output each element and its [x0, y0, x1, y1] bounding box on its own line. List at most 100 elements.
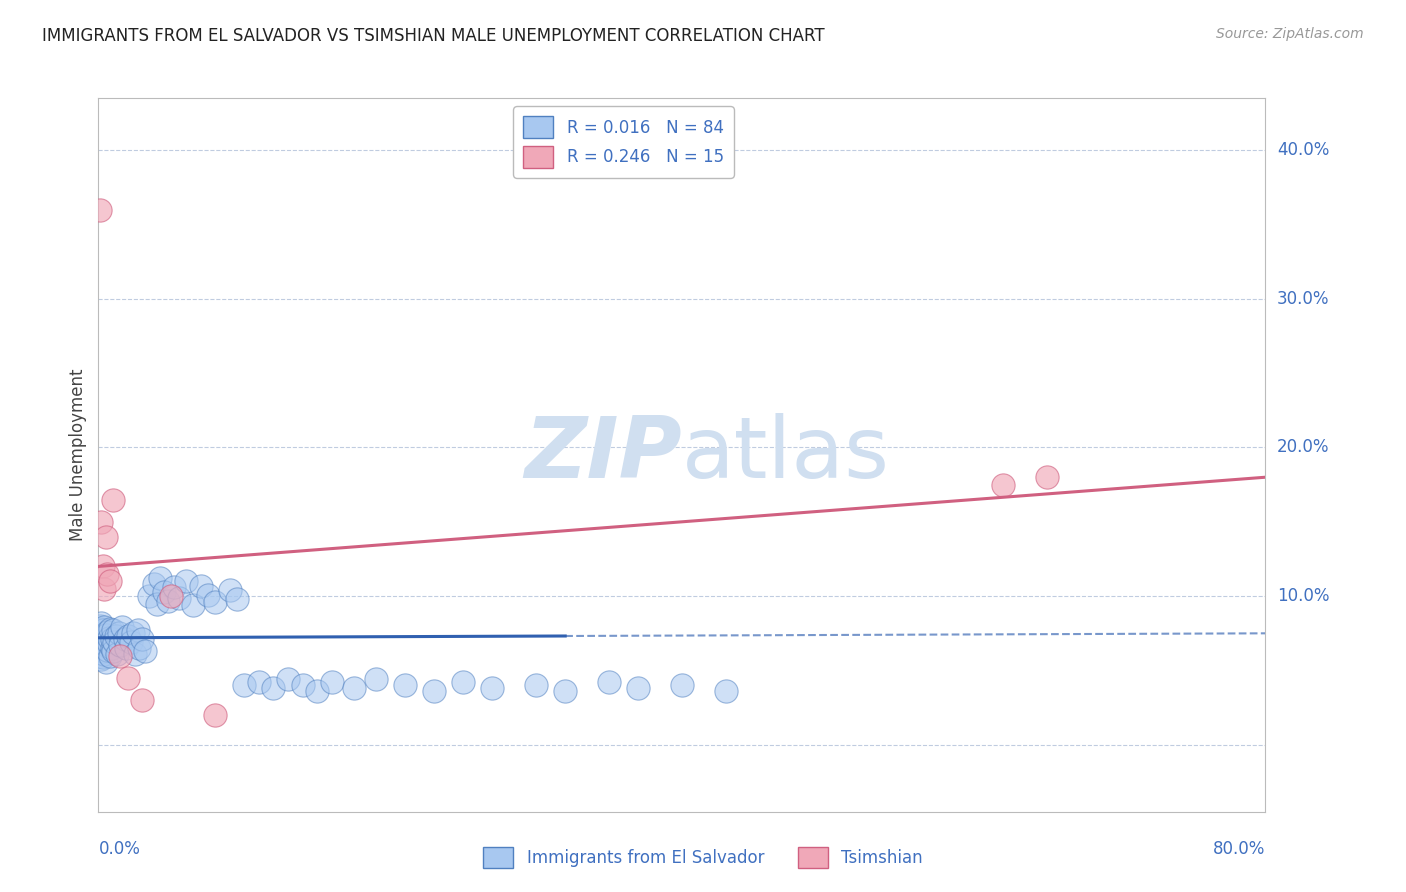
Point: [96, 642, 118, 657]
Point: [247, 675, 270, 690]
Text: 40.0%: 40.0%: [1277, 141, 1330, 159]
Point: [321, 675, 343, 690]
Text: IMMIGRANTS FROM EL SALVADOR VS TSIMSHIAN MALE UNEMPLOYMENT CORRELATION CHART: IMMIGRANTS FROM EL SALVADOR VS TSIMSHIAN…: [42, 27, 825, 45]
Point: [554, 684, 576, 698]
Point: [190, 579, 212, 593]
Point: [131, 632, 153, 647]
Point: [163, 580, 186, 594]
Point: [524, 678, 547, 692]
Point: [96, 566, 118, 581]
Point: [157, 593, 180, 607]
Point: [89, 648, 111, 663]
Legend: R = 0.016   N = 84, R = 0.246   N = 15: R = 0.016 N = 84, R = 0.246 N = 15: [513, 106, 734, 178]
Point: [103, 635, 125, 649]
Point: [89, 641, 111, 656]
Point: [93, 647, 115, 661]
Point: [90, 622, 112, 636]
Point: [98, 622, 121, 636]
Point: [89, 202, 111, 217]
Text: ZIP: ZIP: [524, 413, 682, 497]
Point: [90, 646, 112, 660]
Point: [101, 644, 124, 658]
Point: [117, 629, 139, 643]
Point: [90, 651, 112, 665]
Point: [89, 619, 111, 633]
Point: [671, 678, 693, 692]
Point: [204, 595, 226, 609]
Point: [1035, 470, 1057, 484]
Text: 20.0%: 20.0%: [1277, 439, 1330, 457]
Text: 0.0%: 0.0%: [98, 840, 141, 858]
Point: [181, 598, 204, 612]
Point: [101, 624, 124, 638]
Point: [114, 632, 136, 647]
Point: [167, 591, 190, 605]
Point: [90, 515, 112, 529]
Point: [93, 635, 115, 649]
Point: [108, 626, 131, 640]
Point: [307, 684, 329, 698]
Point: [131, 693, 153, 707]
Text: 30.0%: 30.0%: [1277, 290, 1330, 308]
Point: [714, 684, 737, 698]
Point: [115, 641, 138, 656]
Point: [277, 673, 299, 687]
Point: [218, 583, 240, 598]
Point: [451, 675, 474, 690]
Text: Source: ZipAtlas.com: Source: ZipAtlas.com: [1216, 27, 1364, 41]
Point: [100, 641, 122, 656]
Legend: Immigrants from El Salvador, Tsimshian: Immigrants from El Salvador, Tsimshian: [477, 840, 929, 875]
Point: [94, 628, 117, 642]
Point: [149, 571, 172, 585]
Point: [89, 633, 111, 648]
Point: [93, 620, 115, 634]
Point: [124, 647, 146, 661]
Text: 10.0%: 10.0%: [1277, 587, 1330, 605]
Y-axis label: Male Unemployment: Male Unemployment: [69, 368, 87, 541]
Point: [343, 681, 366, 696]
Point: [174, 574, 197, 589]
Point: [94, 638, 117, 652]
Point: [110, 638, 132, 652]
Point: [146, 597, 169, 611]
Point: [101, 492, 124, 507]
Point: [394, 678, 416, 692]
Point: [364, 673, 387, 687]
Point: [117, 671, 139, 685]
Point: [120, 635, 142, 649]
Text: atlas: atlas: [682, 413, 890, 497]
Point: [96, 624, 118, 639]
Point: [262, 681, 284, 696]
Point: [226, 592, 249, 607]
Point: [98, 574, 121, 589]
Point: [111, 620, 134, 634]
Point: [197, 588, 219, 602]
Point: [105, 647, 128, 661]
Point: [138, 589, 160, 603]
Point: [291, 678, 314, 692]
Point: [97, 631, 120, 645]
Point: [96, 633, 118, 648]
Point: [90, 615, 112, 630]
Point: [100, 632, 122, 647]
Point: [127, 624, 149, 638]
Text: 80.0%: 80.0%: [1213, 840, 1265, 858]
Point: [204, 708, 226, 723]
Point: [110, 648, 132, 663]
Point: [91, 632, 114, 647]
Point: [91, 624, 114, 638]
Point: [104, 629, 127, 643]
Point: [98, 648, 121, 663]
Point: [598, 675, 620, 690]
Point: [481, 681, 503, 696]
Point: [90, 637, 112, 651]
Point: [94, 655, 117, 669]
Point: [122, 626, 145, 640]
Point: [91, 559, 114, 574]
Point: [93, 582, 115, 596]
Point: [627, 681, 650, 696]
Point: [94, 530, 117, 544]
Point: [93, 629, 115, 643]
Point: [90, 631, 112, 645]
Point: [91, 641, 114, 656]
